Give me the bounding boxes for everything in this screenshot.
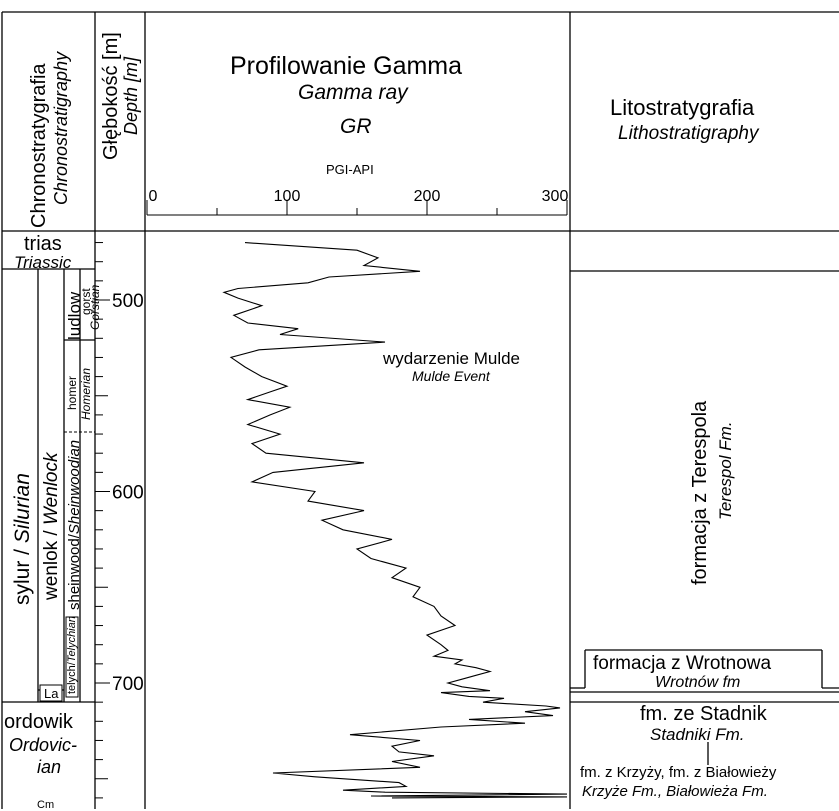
mulde-event-label-en: Mulde Event [412,368,490,384]
stadnik-label: fm. ze Stadnik [640,703,767,725]
depth-label-700: 700 [112,674,144,695]
wrotnow-label-en: Wrotnów fm [655,674,741,691]
telychian-text: Telychian [66,616,78,663]
gamma-x-ticks: 0 100 200 300 [146,188,569,215]
trias-label: trias [24,233,62,255]
wrotnow-label: formacja z Wrotnowa [593,653,772,674]
sheinwood-text: sheinwood/ [66,534,83,610]
sheinwoodian-text: Sheinwoodian [66,439,83,535]
ordowik-label: ordowik [4,711,73,733]
sylur-label: sylur / Silurian [11,473,34,605]
krzyze-label-en: Krzyże Fm., Białowieża Fm. [582,783,768,800]
gamma-ray-curve [222,242,568,799]
terespol-label-en: Terespol Fm. [716,421,735,520]
depth-header-en: Depth [m] [121,56,141,135]
depth-label-500: 500 [112,291,144,312]
telych-label: telych/Telychian [66,616,78,694]
triassic-label: Triassic [14,253,72,272]
cm-label: Cm [37,799,55,811]
litho-header-en: Lithostratigraphy [618,123,759,144]
litho-header-pl: Litostratygrafia [610,95,755,120]
x-tick-label-0: 0 [149,188,158,205]
mulde-event-label: wydarzenie Mulde [383,349,521,368]
gamma-title: Profilowanie Gamma [230,52,463,80]
depth-ticks: 500 600 700 [95,242,144,799]
wenlok-label: wenlok / Wenlock [41,452,62,601]
la-label: La [44,686,59,701]
la-box [39,684,63,702]
wenlok-text: wenlok / [41,525,62,600]
wenlock-text: Wenlock [41,452,62,526]
ordovic-label-2: ian [37,757,62,777]
sheinwood-label: sheinwood/Sheinwoodian [66,439,83,610]
telych-text: telych/ [66,662,78,694]
gorstian-label: Gorstian [88,284,102,330]
gamma-subtitle: Gamma ray [298,81,408,104]
krzyze-label: fm. z Krzyży, fm. z Białowieży [580,764,777,781]
stadnik-label-en: Stadniki Fm. [650,725,745,744]
ordovic-label-1: Ordovic- [9,735,78,755]
homerian-label: Homerian [79,367,93,420]
telych-box [65,616,79,698]
x-tick-label-300: 300 [542,188,569,205]
homer-label: homer [65,375,79,410]
depth-header-pl: Głębokość [m] [100,32,122,160]
sylur-text: sylur / [11,543,34,605]
stage-boundaries [64,339,95,433]
x-tick-label-200: 200 [414,188,441,205]
silurian-text: Silurian [11,473,34,544]
chrono-header-pl: Chronostratygrafia [28,63,50,228]
terespol-label: formacja z Terespola [689,400,711,585]
gamma-unit: PGI-API [326,162,374,177]
chrono-header-en: Chronostratigraphy [51,51,71,205]
gamma-abbr: GR [340,115,372,138]
depth-label-600: 600 [112,483,144,504]
x-tick-label-100: 100 [274,188,301,205]
